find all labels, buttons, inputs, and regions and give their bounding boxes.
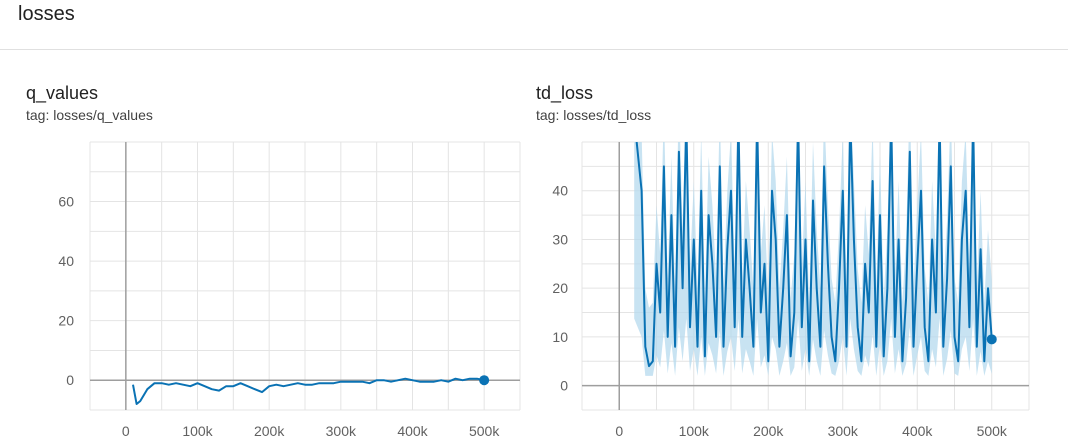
x-tick-label: 300k (326, 423, 357, 439)
td-loss-plot[interactable]: 0 100k 200k 300k 400k 500k 0 10 20 30 40 (536, 80, 1036, 442)
x-tick-label: 500k (977, 423, 1008, 439)
y-tick-label: 60 (58, 194, 74, 210)
chart-tag: tag: losses/q_values (26, 107, 153, 123)
x-tick-label: 0 (615, 423, 623, 439)
chart-card-td-loss: td_loss tag: losses/td_loss 0 100k 200k 300… (536, 80, 1036, 442)
y-tick-label: 0 (560, 378, 568, 394)
series (132, 377, 485, 405)
y-tick-label: 0 (66, 372, 74, 388)
y-tick-label: 30 (552, 231, 568, 247)
y-tick-label: 10 (552, 329, 568, 345)
x-tick-label: 100k (182, 423, 213, 439)
x-tick-label: 100k (679, 423, 710, 439)
chart-tag: tag: losses/td_loss (536, 107, 652, 123)
y-tick-label: 20 (552, 280, 568, 296)
section-header: losses (0, 0, 1068, 50)
q-values-plot[interactable]: 0 100k 200k 300k 400k 500k 0 20 40 60 (26, 80, 526, 442)
y-tick-label: 20 (58, 313, 74, 329)
chart-card-q-values: q_values tag: losses/q_values 0 100k 200k 3… (26, 80, 526, 442)
y-tick-label: 40 (58, 253, 74, 269)
x-tick-label: 0 (122, 423, 130, 439)
chart-title: q_values (26, 83, 99, 103)
series-line[interactable] (132, 377, 485, 405)
section-title[interactable]: losses (18, 3, 75, 25)
series-line[interactable] (634, 118, 993, 368)
x-tick-label: 500k (469, 423, 500, 439)
series-end-marker[interactable] (986, 334, 997, 345)
series (634, 118, 993, 376)
x-tick-label: 400k (397, 423, 428, 439)
grid (89, 141, 521, 411)
x-tick-label: 200k (753, 423, 784, 439)
x-tick-label: 300k (828, 423, 859, 439)
chart-title: td_loss (536, 83, 594, 103)
x-tick-label: 400k (902, 423, 933, 439)
series-end-marker[interactable] (479, 375, 490, 386)
y-tick-label: 40 (552, 183, 568, 199)
x-tick-label: 200k (254, 423, 285, 439)
